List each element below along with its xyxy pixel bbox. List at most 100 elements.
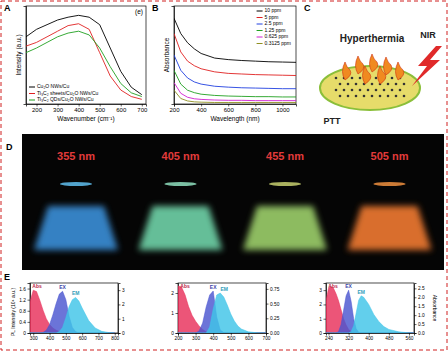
- tick-label: 240: [325, 336, 333, 341]
- series-label: Abs: [180, 283, 190, 289]
- x-axis-line: [327, 334, 415, 336]
- y2-axis-tick: 1.5: [414, 304, 425, 309]
- legend-item: 0.625 ppm: [257, 33, 289, 39]
- nanoparticle: [367, 89, 370, 92]
- legend-swatch: [29, 87, 35, 88]
- tick-mark: [196, 333, 197, 336]
- legend-item: Cu₂O NWs/Cu: [29, 83, 69, 89]
- nanoparticle: [335, 89, 338, 92]
- tick-mark: [100, 104, 101, 107]
- tick-label: 3: [319, 288, 322, 293]
- series-line: [174, 34, 296, 76]
- legend-label: 5 ppm: [265, 14, 279, 20]
- tick-label: 500: [62, 336, 70, 341]
- tick-mark: [414, 333, 417, 334]
- nanoparticle: [391, 89, 394, 92]
- y2-axis-line: [119, 284, 121, 334]
- plot-frame: [30, 283, 118, 333]
- x-axis-tick: 200: [174, 333, 182, 341]
- x-axis-tick: 480: [385, 333, 393, 341]
- tick-label: 400: [46, 336, 54, 341]
- y2-axis-tick: 0: [118, 331, 125, 336]
- series-area: [30, 297, 115, 333]
- tick-mark: [28, 311, 31, 312]
- tick-label: 2: [319, 302, 322, 307]
- tick-mark: [115, 333, 116, 336]
- y2-axis-tick: 0.5: [414, 322, 425, 327]
- nanoparticle: [383, 89, 386, 92]
- legend-swatch: [257, 37, 263, 38]
- tick-label: 1: [122, 317, 125, 322]
- x-axis-tick: 800: [111, 333, 119, 341]
- x-axis-tick: 400: [46, 333, 54, 341]
- figure: 200300400500600700Wavenumber (cm⁻¹)Inten…: [0, 0, 448, 351]
- legend-label: 2.5 ppm: [265, 20, 283, 26]
- x-axis-tick: 1000: [276, 104, 290, 113]
- tick-mark: [28, 333, 31, 334]
- tick-mark: [329, 333, 330, 336]
- nanoparticle: [391, 77, 394, 80]
- tick-label: 1.0: [418, 313, 425, 318]
- y-axis: 0123: [319, 284, 326, 337]
- x-axis-tick: 200: [169, 104, 180, 113]
- series-area: [326, 290, 414, 333]
- x-axis-tick: 320: [345, 333, 353, 341]
- series-label: EX: [345, 283, 352, 289]
- tick-label: 0: [319, 331, 322, 336]
- flame: [343, 62, 351, 80]
- illustration-label: Hyperthermia: [340, 33, 405, 44]
- legend-swatch: [257, 11, 263, 12]
- tick-mark: [409, 333, 410, 336]
- photo-label: 405 nm: [162, 150, 200, 162]
- nir-bolt: [412, 46, 442, 86]
- tick-mark: [201, 104, 202, 107]
- plot-lines: [174, 18, 296, 102]
- tick-label: 0: [23, 331, 26, 336]
- tick-label: 2: [122, 302, 125, 307]
- nanoparticle: [403, 83, 406, 86]
- nanoparticle: [395, 83, 398, 86]
- legend-item: Ti₃C₂ QDs/Cu₂O NWs/Cu: [29, 96, 94, 102]
- tick-label: 2.5: [418, 286, 425, 291]
- nanoparticle: [379, 95, 382, 98]
- nanoparticle: [387, 95, 390, 98]
- nanoparticle: [363, 95, 366, 98]
- x-axis-tick: 500: [95, 104, 106, 113]
- series-label: Abs: [328, 283, 338, 289]
- series-label: EM: [357, 289, 365, 295]
- y-axis-tick: 1: [171, 311, 178, 316]
- tick-mark: [82, 333, 83, 336]
- tick-label: 0: [122, 331, 125, 336]
- vial-meniscus: [269, 182, 301, 186]
- y2-axis-tick: 1.0: [414, 313, 425, 318]
- tick-label: 200: [174, 336, 182, 341]
- tick-label: 0.8: [19, 309, 26, 314]
- series-line: [26, 24, 142, 100]
- series-line: [26, 15, 142, 94]
- tick-mark: [58, 104, 59, 107]
- nanoparticle: [399, 89, 402, 92]
- x-axis: 300400500600700800: [30, 333, 120, 341]
- panel-label: C: [304, 3, 311, 13]
- series-label: EM: [220, 286, 228, 292]
- tick-mark: [213, 333, 214, 336]
- tick-mark: [28, 289, 31, 290]
- y2-axis-tick: 2.0: [414, 295, 425, 300]
- x-axis-line: [175, 105, 297, 107]
- legend-label: 1.25 ppm: [265, 27, 286, 33]
- series-area: [178, 293, 266, 333]
- photos: D355 nm405 nm455 nm505 nm: [6, 134, 444, 270]
- tick-label: 700: [262, 336, 270, 341]
- figure-border: [1, 1, 447, 350]
- tick-label: 1.2: [19, 298, 26, 303]
- series-label: Abs: [32, 283, 42, 289]
- legend-label: 0.625 ppm: [265, 33, 289, 39]
- y-axis-title: PL Intensity (10⁴ a.u.): [10, 288, 16, 336]
- y-axis-tick: 0: [319, 331, 326, 336]
- series-area: [30, 291, 115, 333]
- nanoparticle: [339, 83, 342, 86]
- nanoparticle: [339, 95, 342, 98]
- y-axis: [24, 7, 27, 105]
- nanoparticle: [359, 89, 362, 92]
- tick-label: 0.00: [270, 331, 280, 336]
